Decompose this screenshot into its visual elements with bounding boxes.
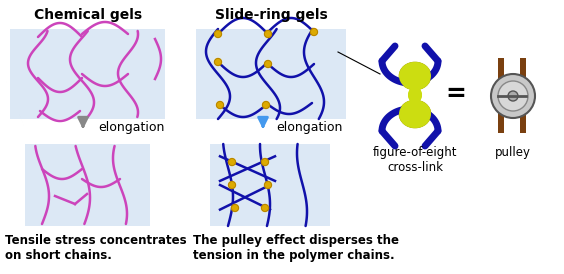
Ellipse shape [399,62,431,90]
Circle shape [262,204,268,212]
Circle shape [214,59,222,65]
Ellipse shape [408,87,422,103]
Circle shape [265,61,271,67]
Circle shape [262,101,270,109]
Circle shape [228,181,236,189]
Text: =: = [446,82,466,106]
FancyBboxPatch shape [520,58,526,133]
Circle shape [265,30,271,38]
Circle shape [491,74,535,118]
Text: Slide-ring gels: Slide-ring gels [215,8,327,22]
Circle shape [217,101,223,109]
Circle shape [262,159,268,165]
Circle shape [231,204,239,212]
Circle shape [311,28,318,36]
Ellipse shape [399,62,431,90]
FancyBboxPatch shape [210,144,330,226]
Circle shape [228,159,236,165]
Text: Tensile stress concentrates
on short chains.: Tensile stress concentrates on short cha… [5,234,187,262]
FancyBboxPatch shape [196,29,346,119]
FancyBboxPatch shape [25,144,150,226]
Circle shape [214,30,222,38]
Ellipse shape [408,87,422,103]
FancyBboxPatch shape [498,58,504,133]
Text: elongation: elongation [98,121,164,133]
Text: The pulley effect disperses the
tension in the polymer chains.: The pulley effect disperses the tension … [193,234,399,262]
Circle shape [265,181,271,189]
Ellipse shape [399,100,431,128]
Circle shape [498,81,528,111]
Ellipse shape [399,100,431,128]
Text: Chemical gels: Chemical gels [34,8,142,22]
FancyBboxPatch shape [10,29,165,119]
Text: elongation: elongation [276,121,342,133]
Text: pulley: pulley [495,146,531,159]
Text: figure-of-eight
cross-link: figure-of-eight cross-link [373,146,457,174]
Circle shape [508,91,518,101]
